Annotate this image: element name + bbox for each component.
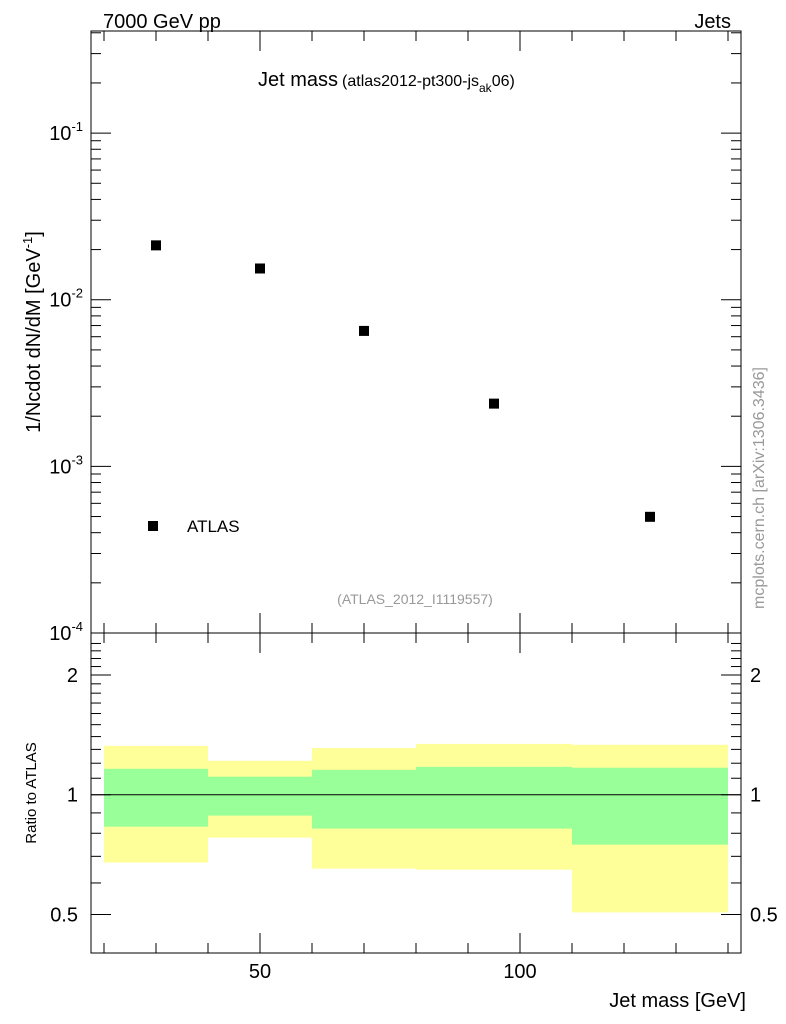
ratio-y-tick-label-left: 1 — [67, 785, 78, 807]
uncertainty-band-green-4 — [572, 767, 728, 845]
legend-label: ATLAS — [187, 517, 240, 536]
side-label: mcplots.cern.ch [arXiv:1306.3436] — [751, 367, 768, 609]
chart-title: Jet mass (atlas2012-pt300-jsak06) — [258, 69, 515, 95]
main-frame — [90, 30, 742, 634]
y-tick-label: 10-3 — [49, 452, 83, 478]
x-tick-label: 50 — [249, 961, 271, 983]
ratio-y-tick-label-right: 2 — [750, 665, 761, 687]
uncertainty-band-green-0 — [104, 768, 208, 827]
uncertainty-band-green-2 — [312, 769, 416, 829]
y-tick-label: 10-1 — [49, 119, 83, 145]
data-point — [489, 398, 499, 409]
x-axis-label: Jet mass [GeV] — [609, 990, 746, 1012]
ratio-y-tick-label-left: 2 — [67, 665, 78, 687]
uncertainty-band-green-3 — [416, 766, 572, 829]
ratio-y-tick-label-left: 0.5 — [50, 904, 78, 926]
uncertainty-band-green-1 — [208, 776, 312, 816]
legend-marker — [148, 521, 158, 531]
analysis-watermark: (ATLAS_2012_I1119557) — [337, 591, 493, 607]
y-tick-label: 10-4 — [49, 619, 83, 645]
ratio-y-tick-label-right: 0.5 — [750, 904, 778, 926]
y-tick-label: 10-2 — [49, 286, 83, 312]
ratio-y-label: Ratio to ATLAS — [23, 742, 40, 843]
y-axis-label: 1/Ncdot dN/dM [GeV-1] — [20, 231, 45, 433]
data-point — [645, 511, 655, 522]
header-energy: 7000 GeV pp — [103, 11, 221, 33]
x-tick-label: 100 — [503, 961, 536, 983]
header-process: Jets — [694, 11, 731, 33]
data-point — [151, 240, 161, 251]
data-point — [359, 325, 369, 336]
data-point — [255, 263, 265, 274]
ratio-y-tick-label-right: 1 — [750, 785, 761, 807]
